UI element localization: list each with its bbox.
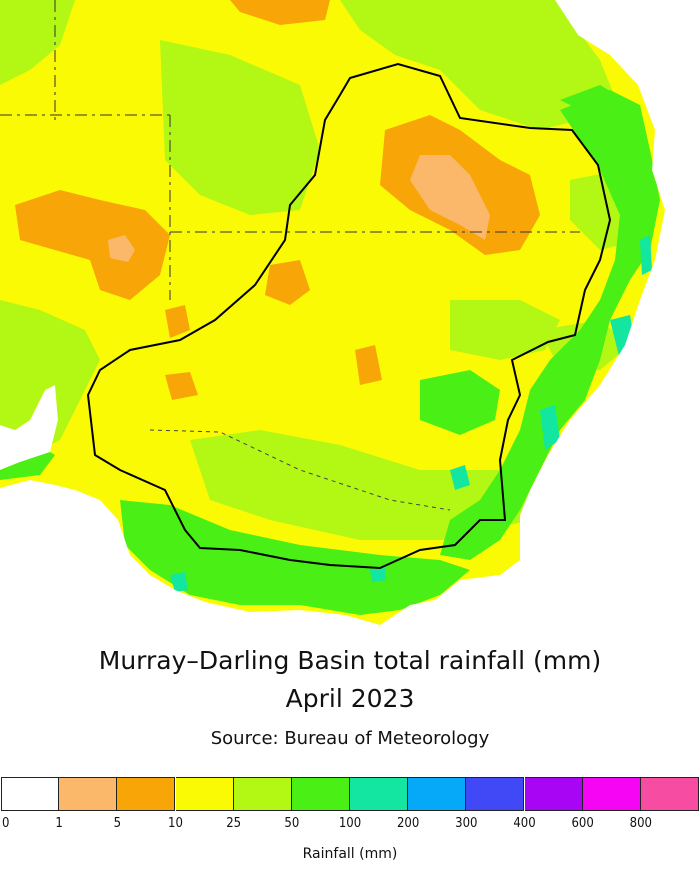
legend-tick-label: 25 xyxy=(226,816,242,831)
legend-tick-label: 200 xyxy=(396,816,420,831)
map-subtitle: April 2023 xyxy=(285,684,415,713)
legend-swatch xyxy=(408,777,467,811)
legend-swatch xyxy=(59,777,118,811)
rainfall-zones-100-200 xyxy=(170,235,652,592)
rainfall-map xyxy=(0,0,665,625)
legend-swatch xyxy=(291,777,350,811)
map-title: Murray–Darling Basin total rainfall (mm) xyxy=(98,646,602,675)
legend-tick-label: 0 xyxy=(2,816,10,831)
legend-swatch xyxy=(466,777,525,811)
state-borders xyxy=(149,429,451,511)
legend-label: Rainfall (mm) xyxy=(302,846,398,862)
legend-tick-label: 1 xyxy=(55,816,63,831)
rainfall-legend xyxy=(0,777,700,812)
rainfall-zones-50-100 xyxy=(0,85,660,615)
legend-swatch xyxy=(117,777,176,811)
legend-swatch xyxy=(582,777,641,811)
legend-tick-label: 10 xyxy=(168,816,183,831)
basin-boundary xyxy=(86,62,612,570)
legend-tick-label: 400 xyxy=(513,816,536,831)
data-source: Source: Bureau of Meteorology xyxy=(210,728,490,749)
legend-tick-label: 5 xyxy=(113,816,122,831)
legend-tick-label: 50 xyxy=(284,816,300,831)
legend-tick-label: 300 xyxy=(455,816,478,831)
legend-tick-label: 100 xyxy=(338,816,362,831)
legend-swatch xyxy=(1,777,60,811)
legend-swatch xyxy=(640,777,699,811)
legend-swatch xyxy=(524,777,583,811)
rainfall-zones-1-5 xyxy=(108,155,490,262)
legend-tick-label: 800 xyxy=(629,816,652,831)
legend-swatch xyxy=(233,777,292,811)
legend-swatch xyxy=(175,777,234,811)
legend-tick-label: 600 xyxy=(571,816,594,831)
legend-swatch xyxy=(350,777,409,811)
grid-lines xyxy=(0,0,580,300)
